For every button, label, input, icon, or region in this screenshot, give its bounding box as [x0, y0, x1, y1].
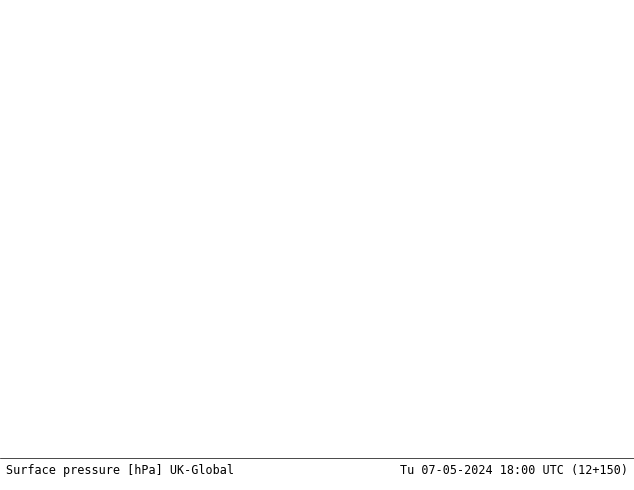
Text: Tu 07-05-2024 18:00 UTC (12+150): Tu 07-05-2024 18:00 UTC (12+150) [399, 464, 628, 477]
Text: Surface pressure [hPa] UK-Global: Surface pressure [hPa] UK-Global [6, 464, 235, 477]
